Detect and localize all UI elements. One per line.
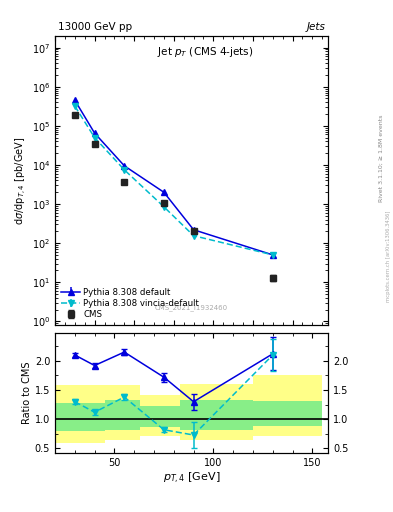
Text: Rivet 3.1.10; ≥ 1.8M events: Rivet 3.1.10; ≥ 1.8M events [379,115,384,202]
Y-axis label: d$\sigma$/dp$_{T,4}$ [pb/GeV]: d$\sigma$/dp$_{T,4}$ [pb/GeV] [14,136,29,225]
X-axis label: $p_{T,4}$ [GeV]: $p_{T,4}$ [GeV] [163,471,220,486]
Legend: Pythia 8.308 default, Pythia 8.308 vincia-default, CMS: Pythia 8.308 default, Pythia 8.308 vinci… [59,286,201,321]
Text: Jet $p_T$ (CMS 4-jets): Jet $p_T$ (CMS 4-jets) [157,45,253,58]
Text: CMS_2021_I1932460: CMS_2021_I1932460 [155,304,228,311]
Text: Jets: Jets [307,22,325,32]
Text: 13000 GeV pp: 13000 GeV pp [58,22,132,32]
Text: mcplots.cern.ch [arXiv:1306.3436]: mcplots.cern.ch [arXiv:1306.3436] [386,210,391,302]
Y-axis label: Ratio to CMS: Ratio to CMS [22,361,32,424]
